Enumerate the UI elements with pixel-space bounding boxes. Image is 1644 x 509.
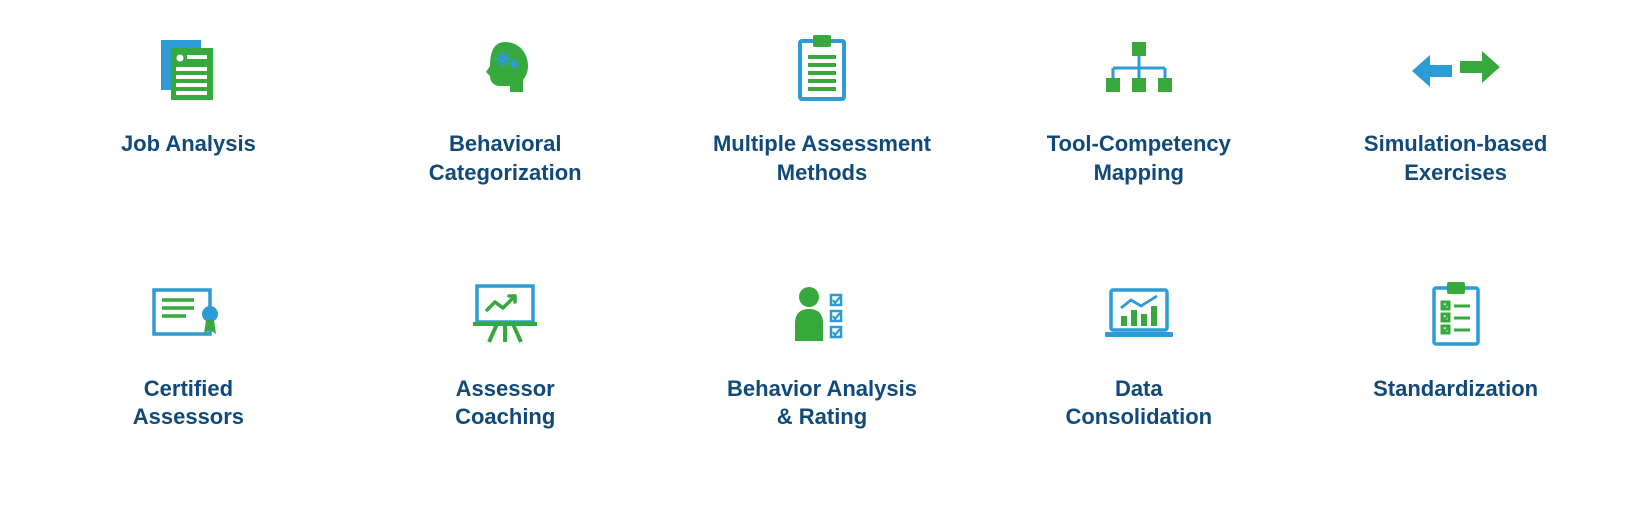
item-assessor-coaching: Assessor Coaching xyxy=(347,275,664,480)
item-multiple-assessment: Multiple Assessment Methods xyxy=(664,30,981,235)
item-label: Behavior Analysis & Rating xyxy=(727,375,917,432)
item-label: Job Analysis xyxy=(121,130,256,159)
item-label: Certified Assessors xyxy=(133,375,244,432)
tool-competency-icon xyxy=(1099,30,1179,108)
item-label: Standardization xyxy=(1373,375,1538,404)
item-tool-competency: Tool-Competency Mapping xyxy=(980,30,1297,235)
job-analysis-icon xyxy=(153,30,223,108)
infographic-grid: Job Analysis Behavioral Categorization xyxy=(0,0,1644,509)
assessor-coaching-icon xyxy=(469,275,541,353)
item-certified-assessors: Certified Assessors xyxy=(30,275,347,480)
behavioral-categorization-icon xyxy=(470,30,540,108)
item-label: Assessor Coaching xyxy=(455,375,555,432)
behavior-analysis-icon xyxy=(787,275,857,353)
item-behavioral-categorization: Behavioral Categorization xyxy=(347,30,664,235)
item-label: Multiple Assessment Methods xyxy=(713,130,931,187)
data-consolidation-icon xyxy=(1099,275,1179,353)
standardization-icon xyxy=(1428,275,1484,353)
item-label: Data Consolidation xyxy=(1065,375,1212,432)
item-label: Tool-Competency Mapping xyxy=(1047,130,1231,187)
item-label: Simulation-based Exercises xyxy=(1364,130,1547,187)
simulation-exercises-icon xyxy=(1412,30,1500,108)
item-simulation-exercises: Simulation-based Exercises xyxy=(1297,30,1614,235)
item-standardization: Standardization xyxy=(1297,275,1614,480)
certified-assessors-icon xyxy=(150,275,226,353)
item-job-analysis: Job Analysis xyxy=(30,30,347,235)
item-behavior-analysis: Behavior Analysis & Rating xyxy=(664,275,981,480)
multiple-assessment-icon xyxy=(792,30,852,108)
item-data-consolidation: Data Consolidation xyxy=(980,275,1297,480)
item-label: Behavioral Categorization xyxy=(429,130,582,187)
